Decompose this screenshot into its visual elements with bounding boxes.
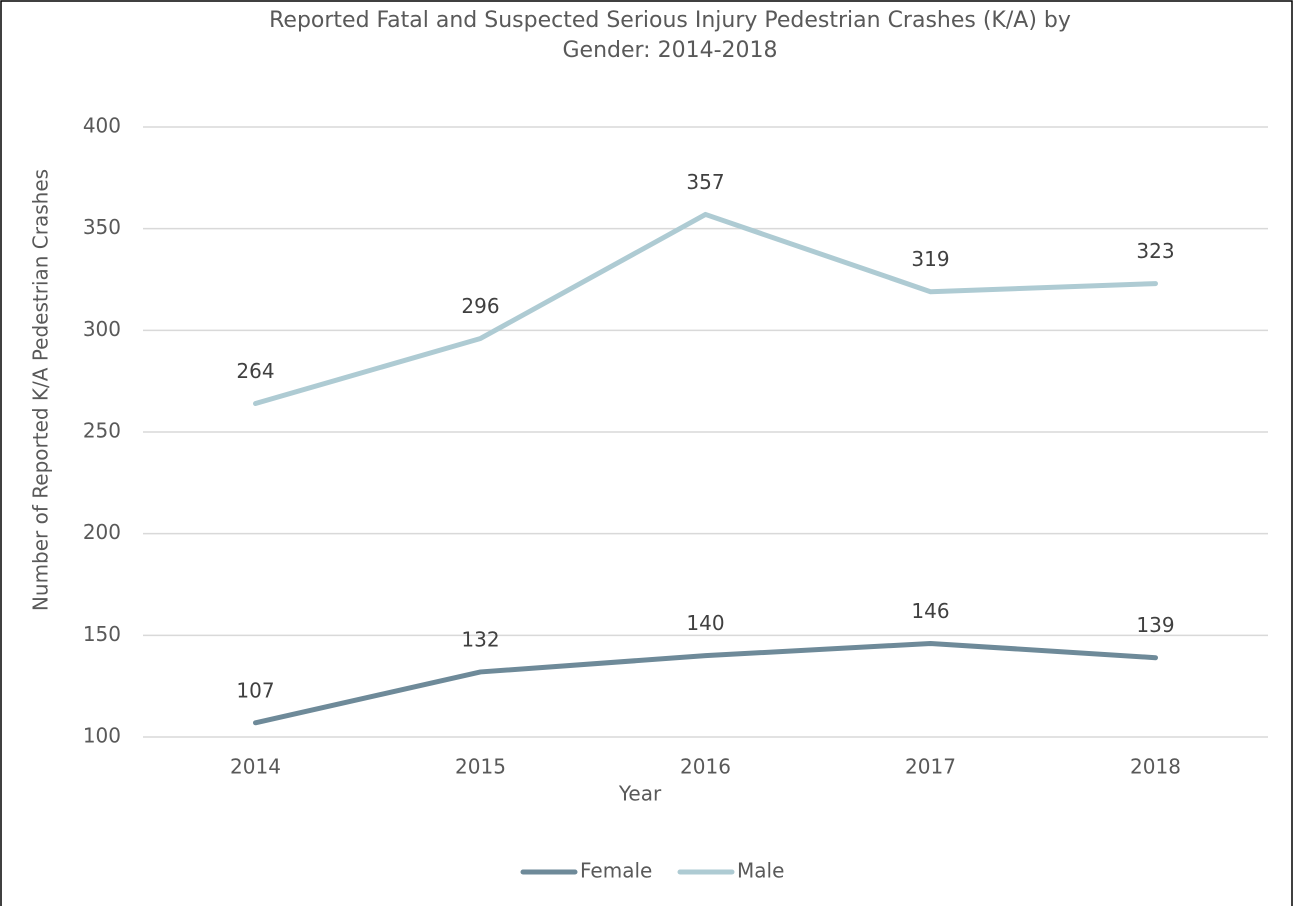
legend-label: Male	[737, 859, 784, 883]
y-tick-label: 100	[83, 724, 121, 748]
x-axis-label: Year	[618, 782, 662, 806]
y-tick-label: 150	[83, 622, 121, 646]
x-tick-label: 2018	[1130, 755, 1181, 779]
y-tick-label: 250	[83, 419, 121, 443]
chart-title: Reported Fatal and Suspected Serious Inj…	[269, 8, 1071, 63]
data-label: 323	[1136, 239, 1174, 263]
data-label: 296	[461, 294, 499, 318]
data-label: 357	[686, 170, 724, 194]
series-line	[253, 640, 1158, 726]
y-tick-label: 300	[83, 317, 121, 341]
data-label: 140	[686, 611, 724, 635]
series-line	[253, 211, 1158, 407]
y-tick-label: 400	[83, 114, 121, 138]
x-tick-label: 2016	[680, 755, 731, 779]
data-label: 107	[236, 678, 274, 702]
data-label: 132	[461, 627, 499, 651]
legend-label: Female	[580, 859, 652, 883]
data-label: 146	[911, 599, 949, 623]
y-tick-label: 200	[83, 520, 121, 544]
data-label: 264	[236, 359, 274, 383]
y-axis-label: Number of Reported K/A Pedestrian Crashe…	[29, 169, 53, 611]
x-tick-label: 2015	[455, 755, 506, 779]
x-tick-label: 2017	[905, 755, 956, 779]
y-tick-label: 350	[83, 215, 121, 239]
data-label: 139	[1136, 613, 1174, 637]
x-tick-label: 2014	[230, 755, 281, 779]
data-label: 319	[911, 247, 949, 271]
